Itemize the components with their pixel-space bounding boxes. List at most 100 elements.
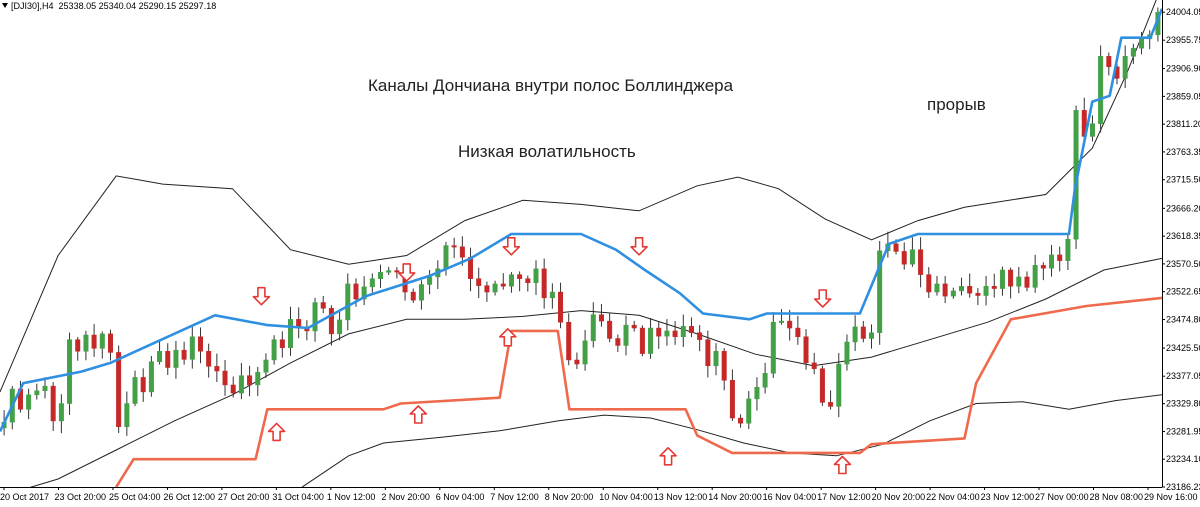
candle	[860, 320, 866, 343]
candle	[500, 273, 506, 290]
x-tick-label: 31 Oct 04:00	[272, 492, 324, 502]
candle	[157, 341, 163, 365]
candle-body	[901, 251, 907, 265]
y-tick-label: 24004.05	[1166, 7, 1200, 17]
candle-body	[75, 339, 81, 352]
candle-body	[762, 373, 768, 388]
candle-body	[787, 320, 793, 329]
candle	[811, 352, 817, 375]
candle-body	[566, 321, 572, 361]
candle-body	[394, 270, 400, 273]
candle	[378, 264, 384, 288]
x-tick-label: 22 Nov 04:00	[926, 492, 980, 502]
candle-body	[688, 326, 694, 333]
annotation-title: Каналы Дончиана внутри полос Боллинджера	[368, 76, 734, 95]
candle-body	[451, 245, 457, 248]
x-tick-label: 13 Nov 12:00	[654, 492, 708, 502]
bollinger-middle-line	[29, 257, 1162, 487]
candle-body	[795, 327, 801, 338]
candle-body	[541, 268, 547, 299]
candle-body	[328, 308, 334, 335]
candle-body	[157, 351, 163, 362]
candle-body	[598, 314, 604, 322]
candle	[508, 272, 514, 293]
y-tick-label: 23811.20	[1166, 119, 1200, 129]
candle-body	[386, 270, 392, 273]
candle-body	[738, 417, 744, 424]
candle-body	[353, 283, 359, 300]
candle	[91, 324, 97, 357]
candle	[1040, 262, 1046, 281]
candle	[918, 237, 924, 288]
candle	[648, 318, 654, 359]
candle	[803, 329, 809, 370]
candle-body	[517, 274, 523, 279]
candle	[132, 370, 138, 407]
candle	[926, 267, 932, 298]
candle	[746, 391, 752, 430]
candle-body	[484, 285, 490, 293]
candle	[672, 321, 678, 345]
candle-body	[287, 319, 294, 349]
candle-body	[50, 385, 56, 422]
candle	[361, 276, 367, 306]
candle-body	[1122, 56, 1128, 79]
candle-body	[705, 339, 711, 367]
y-tick-label: 23859.05	[1166, 91, 1200, 101]
candle	[148, 356, 154, 397]
candle-body	[26, 394, 32, 410]
x-tick-label: 10 Nov 04:00	[599, 492, 653, 502]
y-tick-label: 23955.75	[1166, 35, 1200, 45]
candle-body	[320, 302, 326, 309]
candle	[394, 267, 400, 279]
candle-body	[999, 269, 1005, 289]
x-tick-label: 2 Nov 20:00	[381, 492, 430, 502]
y-tick-label: 23906.90	[1166, 64, 1200, 74]
candle	[991, 273, 997, 298]
candle	[34, 383, 40, 400]
candle-body	[459, 246, 465, 258]
candle-body	[525, 278, 531, 284]
arrow-down-icon	[252, 286, 271, 306]
candle-body	[83, 334, 89, 352]
y-tick-label: 23234.10	[1166, 454, 1200, 464]
candle-body	[255, 371, 261, 386]
candle-body	[181, 349, 187, 360]
candle	[598, 303, 604, 327]
x-tick-label: 26 Oct 12:00	[163, 492, 215, 502]
candle	[304, 320, 310, 341]
candle-body	[868, 332, 875, 339]
candle-body	[1130, 47, 1136, 57]
candle-body	[549, 291, 555, 299]
candle	[983, 275, 989, 306]
chevron-down-icon[interactable]	[2, 3, 8, 8]
candle	[263, 353, 269, 378]
candle	[901, 242, 907, 270]
candle	[1057, 246, 1063, 272]
y-tick-label: 23474.80	[1166, 314, 1200, 324]
candle-body	[1049, 254, 1055, 269]
candle-body	[926, 274, 932, 293]
candle-body	[697, 332, 703, 340]
candle	[369, 273, 375, 293]
candle	[721, 348, 727, 391]
candle	[738, 414, 744, 428]
candle	[320, 295, 326, 314]
candle	[427, 269, 433, 295]
candle-body	[140, 377, 146, 393]
x-tick-label: 23 Nov 12:00	[981, 492, 1035, 502]
bollinger-upper-line	[0, 0, 1157, 393]
candle	[418, 280, 424, 310]
candle	[967, 273, 973, 298]
candle	[778, 309, 784, 325]
bollinger-lower-line	[301, 394, 1162, 487]
candle-body	[844, 341, 850, 365]
candle	[1098, 45, 1104, 133]
candle-body	[173, 349, 179, 368]
candle	[615, 334, 621, 352]
candle	[435, 260, 441, 290]
donchian-lower-line	[115, 296, 1162, 487]
candle-body	[582, 340, 588, 365]
candle-body	[918, 249, 924, 275]
candle-body	[811, 362, 817, 369]
